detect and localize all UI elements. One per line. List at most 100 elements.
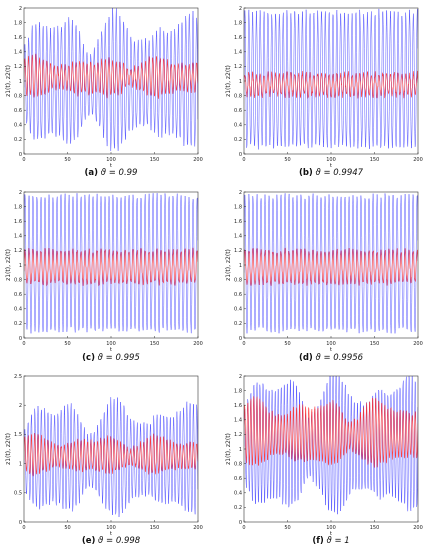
y-tick-label: 0 <box>19 520 22 526</box>
y-tick-label: 1.4 <box>234 418 242 424</box>
caption-parameter: ϑ = 0.995 <box>95 353 140 363</box>
x-tick-label: 100 <box>106 525 116 531</box>
x-axis-label: t <box>330 163 333 169</box>
y-tick-label: 1.4 <box>234 234 242 240</box>
y-tick-label: 2 <box>19 190 22 196</box>
caption-letter: (f) <box>312 536 324 546</box>
series-line-c-2 <box>24 247 198 287</box>
x-axis-label: t <box>110 347 113 353</box>
x-tick-label: 100 <box>326 341 336 347</box>
panel-caption: (e) ϑ = 0.998 <box>82 536 141 546</box>
x-axis-label: t <box>330 347 333 353</box>
y-tick-label: 2 <box>19 403 22 409</box>
y-tick-label: 0.6 <box>234 476 242 482</box>
y-tick-label: 0.6 <box>234 108 242 114</box>
chart-panel-f: 0 50 100 150 200 0 0.2 0.4 0.6 0.8 1 1.2 1.4 1.6 1.8 2 t… <box>225 374 423 546</box>
y-tick-label: 0.8 <box>14 277 22 283</box>
y-tick-label: 1.2 <box>14 248 22 254</box>
x-tick-label: 200 <box>413 157 423 163</box>
x-tick-label: 50 <box>64 341 70 347</box>
series-line-b-2 <box>244 70 418 99</box>
y-tick-label: 1.8 <box>14 204 22 210</box>
caption-letter: (d) <box>299 353 313 363</box>
y-tick-label: 0.2 <box>234 505 242 511</box>
caption-parameter: ϑ = 0.998 <box>95 536 140 546</box>
x-tick-label: 0 <box>242 157 245 163</box>
series-line-c-1 <box>24 193 198 334</box>
y-tick-label: 0.6 <box>14 108 22 114</box>
series-line-f-2 <box>244 396 418 468</box>
x-axis-label: t <box>110 163 113 169</box>
series-line-b-1 <box>244 8 418 150</box>
x-tick-label: 50 <box>284 157 290 163</box>
y-tick-label: 1.2 <box>234 432 242 438</box>
chart-panel-e: 0 50 100 150 200 0 0.5 1 1.5 2 2.5 t z1(t), z2(t) (e)… <box>5 374 203 546</box>
y-axis-label: z1(t), z2(t) <box>225 249 232 281</box>
y-tick-label: 1.6 <box>234 403 242 409</box>
x-tick-label: 150 <box>150 157 160 163</box>
x-tick-label: 100 <box>106 341 116 347</box>
x-tick-label: 0 <box>242 341 245 347</box>
y-tick-label: 1 <box>19 263 22 269</box>
x-tick-label: 100 <box>326 157 336 163</box>
caption-parameter: ϑ = 0.9956 <box>313 353 364 363</box>
panel-caption: (f) ϑ = 1 <box>312 536 349 546</box>
caption-letter: (e) <box>82 536 96 546</box>
y-tick-label: 1.8 <box>14 20 22 26</box>
x-tick-label: 200 <box>413 525 423 531</box>
series-line-e-1 <box>24 397 198 518</box>
x-tick-label: 0 <box>22 157 25 163</box>
y-tick-label: 0 <box>239 336 242 342</box>
y-tick-label: 0.2 <box>234 321 242 327</box>
x-tick-label: 50 <box>284 525 290 531</box>
y-tick-label: 1.4 <box>14 234 22 240</box>
y-axis-label: z1(t), z2(t) <box>225 433 232 465</box>
x-tick-label: 150 <box>370 157 380 163</box>
y-tick-label: 2 <box>239 190 242 196</box>
y-tick-label: 0 <box>239 520 242 526</box>
x-tick-label: 200 <box>193 525 203 531</box>
x-tick-label: 0 <box>242 525 245 531</box>
y-tick-label: 1.8 <box>234 204 242 210</box>
panel-caption: (b) ϑ = 0.9947 <box>299 168 364 178</box>
panel-caption: (c) ϑ = 0.995 <box>82 353 140 363</box>
y-tick-label: 1.6 <box>234 219 242 225</box>
y-tick-label: 2 <box>19 6 22 12</box>
y-tick-label: 1 <box>19 79 22 85</box>
x-tick-label: 100 <box>106 157 116 163</box>
y-tick-label: 0.4 <box>234 307 242 313</box>
y-tick-label: 1.8 <box>234 20 242 26</box>
y-tick-label: 0 <box>19 152 22 158</box>
y-axis-label: z1(t), z2(t) <box>225 65 232 97</box>
series-line-d-2 <box>244 247 418 286</box>
x-tick-label: 150 <box>150 525 160 531</box>
caption-letter: (a) <box>85 168 99 178</box>
y-tick-label: 0 <box>19 336 22 342</box>
caption-parameter: ϑ = 1 <box>324 536 350 546</box>
y-tick-label: 0.2 <box>234 137 242 143</box>
y-tick-label: 1.2 <box>234 248 242 254</box>
x-tick-label: 0 <box>22 341 25 347</box>
series-line-e-2 <box>24 433 198 477</box>
y-axis-label: z1(t), z2(t) <box>5 65 12 97</box>
chart-panel-b: 0 50 100 150 200 0 0.2 0.4 0.6 0.8 1 1.2 1.4 1.6 1.8 2 t… <box>225 6 423 178</box>
y-tick-label: 0.4 <box>234 491 242 497</box>
series-line-f-1 <box>244 376 418 515</box>
y-tick-label: 0 <box>239 152 242 158</box>
y-tick-label: 0.2 <box>14 321 22 327</box>
y-tick-label: 1.5 <box>14 432 22 438</box>
y-axis-label: z1(t), z2(t) <box>5 249 12 281</box>
y-tick-label: 0.4 <box>234 123 242 129</box>
x-axis-label: t <box>110 531 113 537</box>
y-tick-label: 0.8 <box>14 93 22 99</box>
y-tick-label: 1.6 <box>14 35 22 41</box>
x-axis-label: t <box>330 531 333 537</box>
y-tick-label: 1.2 <box>234 64 242 70</box>
x-tick-label: 200 <box>193 157 203 163</box>
x-tick-label: 100 <box>326 525 336 531</box>
y-tick-label: 1.8 <box>234 388 242 394</box>
y-tick-label: 0.8 <box>234 461 242 467</box>
panel-caption: (a) ϑ = 0.99 <box>85 168 138 178</box>
y-tick-label: 0.8 <box>234 93 242 99</box>
